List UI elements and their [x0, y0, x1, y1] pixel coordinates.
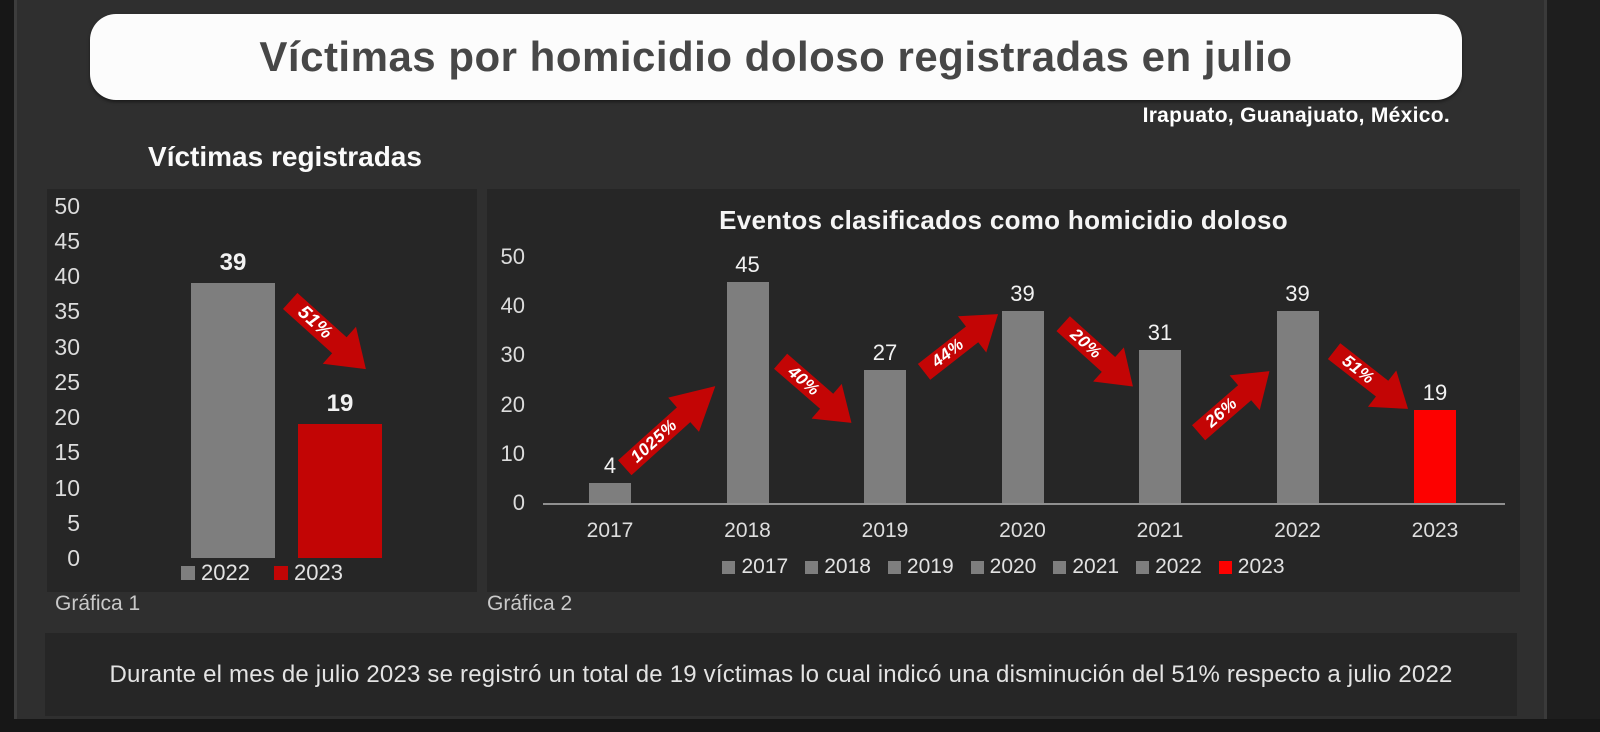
bar-2023	[1414, 410, 1456, 503]
legend-label-2023: 2023	[1237, 555, 1285, 578]
bar-2017	[589, 483, 631, 503]
y-tick-label-35: 35	[54, 298, 80, 325]
y-tick-label-20: 20	[500, 391, 525, 417]
legend-swatch-2023	[274, 566, 288, 580]
change-arrow-1025%: 1025%	[608, 368, 732, 487]
chart2-caption: Gráfica 2	[487, 592, 573, 615]
chart2-panel: Eventos clasificados como homicidio dolo…	[487, 189, 1520, 592]
y-tick-label-5: 5	[67, 509, 80, 536]
legend-label-2017: 2017	[741, 555, 789, 578]
x-label-2017: 2017	[586, 519, 634, 542]
y-tick-label-45: 45	[54, 227, 80, 254]
bar-2023	[298, 424, 382, 558]
right-edge-line	[1544, 0, 1547, 732]
location-subtitle: Irapuato, Guanajuato, México.	[1142, 104, 1450, 127]
legend-label-2021: 2021	[1072, 555, 1120, 578]
bar-value-2022: 39	[219, 249, 247, 276]
y-tick-label-40: 40	[500, 293, 525, 319]
x-label-2019: 2019	[861, 519, 909, 542]
title-box: Víctimas por homicidio doloso registrada…	[90, 14, 1462, 100]
bar-value-2019: 27	[872, 340, 898, 365]
legend-label-2019: 2019	[906, 555, 954, 578]
bar-2018	[726, 282, 769, 503]
y-tick-label-40: 40	[54, 263, 80, 289]
bar-value-2023: 19	[326, 390, 354, 417]
x-label-2023: 2023	[1411, 519, 1459, 542]
legend-item-2019: 2019	[887, 555, 954, 579]
bar-value-2017: 4	[603, 453, 617, 478]
y-tick-label-15: 15	[54, 439, 80, 466]
bar-value-2020: 39	[1010, 281, 1035, 306]
chart1-title: Víctimas registradas	[148, 141, 422, 172]
y-tick-label-20: 20	[54, 404, 80, 430]
legend-item-2018: 2018	[805, 555, 871, 579]
legend-item-2023: 2023	[274, 560, 343, 586]
x-label-2020: 2020	[999, 519, 1046, 542]
page-title: Víctimas por homicidio doloso registrada…	[259, 33, 1293, 80]
bar-2020	[1001, 311, 1044, 503]
legend-item-2020: 2020	[970, 555, 1037, 579]
x-axis-line	[543, 503, 1505, 505]
bar-2022	[191, 283, 275, 558]
bar-value-2022: 39	[1285, 281, 1310, 306]
legend-item-2021: 2021	[1053, 555, 1119, 579]
left-edge-strip	[0, 0, 14, 732]
x-label-2018: 2018	[724, 519, 771, 542]
legend: 2017 2018 2019 2020 2021 2022 2023	[487, 555, 1520, 579]
legend-item-2022: 2022	[181, 560, 250, 586]
legend: 2022 2023	[47, 560, 477, 586]
legend-label-2020: 2020	[989, 555, 1037, 578]
legend-swatch-2021	[1053, 560, 1067, 574]
bar-2019	[864, 370, 906, 503]
footer-text: Durante el mes de julio 2023 se registró…	[109, 660, 1453, 688]
bottom-edge-strip	[0, 719, 1600, 732]
legend-label-2018: 2018	[824, 555, 871, 578]
y-tick-label-10: 10	[500, 440, 525, 466]
y-tick-label-0: 0	[512, 490, 525, 515]
change-arrow-label: 51%	[1338, 351, 1379, 388]
legend-swatch-2020	[970, 560, 984, 574]
left-edge-line	[14, 0, 17, 732]
bar-value-2021: 31	[1147, 320, 1173, 345]
change-arrow-26%: 26%	[1182, 352, 1286, 451]
chart1-panel: 0 5 10 15 20 25 30 35 40 45 50 39 19 2022 2023 51%	[47, 189, 477, 592]
legend-swatch-2017	[722, 560, 736, 574]
chart1-caption: Gráfica 1	[55, 592, 141, 615]
legend-label-2022: 2022	[1155, 555, 1202, 578]
change-arrow-51%: 51%	[272, 281, 384, 389]
bar-value-2018: 45	[735, 252, 760, 277]
y-tick-label-30: 30	[500, 342, 525, 368]
y-tick-label-25: 25	[54, 368, 80, 395]
legend-swatch-2018	[805, 560, 819, 574]
bar-2021	[1139, 350, 1181, 503]
legend-swatch-2019	[887, 560, 901, 574]
x-label-2021: 2021	[1136, 519, 1184, 542]
change-arrow-label: 51%	[293, 301, 337, 344]
legend-item-2023: 2023	[1218, 555, 1285, 579]
right-edge-strip	[1547, 0, 1600, 732]
legend-swatch-2022	[1136, 560, 1150, 574]
chart2-title: Eventos clasificados como homicidio dolo…	[719, 205, 1288, 235]
y-tick-label-10: 10	[54, 474, 80, 501]
y-tick-label-30: 30	[54, 333, 80, 360]
y-tick-label-50: 50	[54, 192, 80, 219]
x-label-2022: 2022	[1274, 519, 1321, 542]
bar-2022	[1276, 311, 1319, 503]
bar-value-2023: 19	[1422, 380, 1448, 405]
legend-item-2022: 2022	[1136, 555, 1202, 579]
y-tick-label-0: 0	[67, 545, 80, 571]
change-arrow-label: 26%	[1201, 393, 1241, 432]
legend-swatch-2022	[181, 566, 196, 580]
legend-label-2023: 2023	[294, 560, 343, 585]
legend-swatch-2023	[1218, 560, 1232, 574]
legend-item-2017: 2017	[722, 555, 788, 579]
legend-label-2022: 2022	[201, 560, 250, 585]
footer-panel: Durante el mes de julio 2023 se registró…	[45, 633, 1517, 716]
y-tick-label-50: 50	[500, 244, 525, 269]
